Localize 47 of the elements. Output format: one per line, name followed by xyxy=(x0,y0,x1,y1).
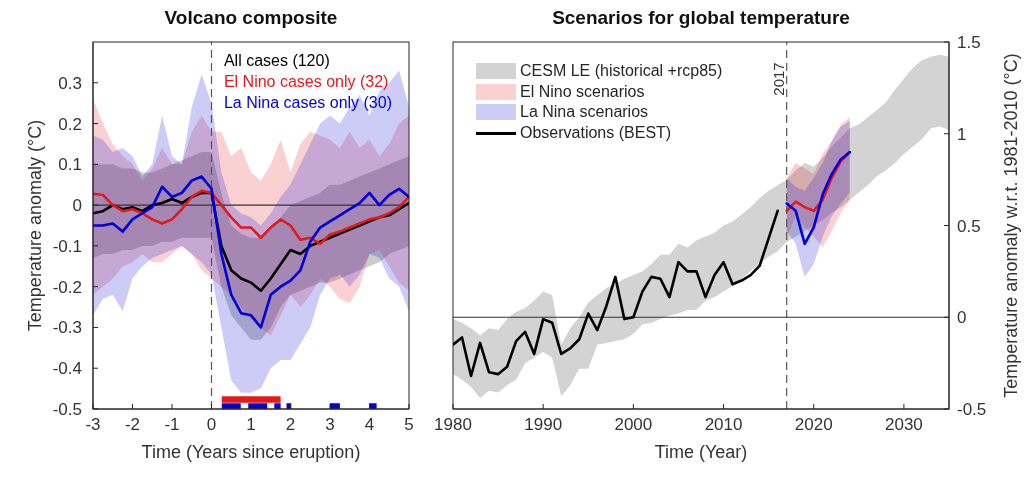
x-tick-label: 4 xyxy=(364,415,375,435)
y-axis-title: Temperature anomaly (°C) xyxy=(25,119,45,332)
legend-label: La Nina scenarios xyxy=(520,103,649,122)
text: All cases (120) xyxy=(223,51,330,70)
y-tick-label: -0.5 xyxy=(52,400,82,420)
y-tick-label: -0.3 xyxy=(52,318,82,338)
line-series xyxy=(93,175,409,329)
x-tick-label: 5 xyxy=(404,415,414,435)
x-axis-title: Time (Years since eruption) xyxy=(141,442,361,462)
y-tick-label: -0.4 xyxy=(52,359,82,379)
y2-tick-label: -0.5 xyxy=(957,400,987,420)
x-tick-label: 3 xyxy=(325,415,335,435)
legend-label: Observations (BEST) xyxy=(520,124,672,143)
legend-label: El Nino scenarios xyxy=(520,82,645,101)
legend-label: CESM LE (historical +rcp85) xyxy=(520,62,723,81)
text: El Nino cases only (32) xyxy=(223,72,389,91)
y2-axis-title: Temperature anomaly w.r.t. 1981-2010 (°C) xyxy=(1001,53,1021,398)
x-tick-label: 2 xyxy=(285,415,296,435)
y2-tick-label: 0.5 xyxy=(957,216,981,236)
y-tick-label: 0.3 xyxy=(58,73,82,93)
x-tick-label: -3 xyxy=(85,415,101,435)
line-series xyxy=(453,209,779,378)
x-tick-label: -2 xyxy=(124,415,141,435)
y-tick-label: -0.1 xyxy=(52,236,82,256)
x-tick-label: 2030 xyxy=(885,415,923,435)
x-tick-label: 1990 xyxy=(524,415,563,435)
y-tick-label: 0.1 xyxy=(58,155,82,175)
x-axis-title: Time (Year) xyxy=(654,442,748,462)
y2-tick-label: 1 xyxy=(957,124,967,144)
y2-tick-label: 0 xyxy=(957,308,967,328)
y-tick-label: 0 xyxy=(72,196,82,216)
x-tick-label: -1 xyxy=(164,415,180,435)
ref-line-label: 2017 xyxy=(769,62,787,96)
x-tick-label: 2020 xyxy=(794,415,833,435)
line-series xyxy=(785,150,852,246)
chart-title: Volcano composite xyxy=(164,7,338,28)
y-tick-label: 0.2 xyxy=(58,114,82,134)
x-tick-label: 0 xyxy=(206,415,217,435)
x-tick-label: 1980 xyxy=(434,415,472,435)
x-tick-label: 2000 xyxy=(614,415,653,435)
x-tick-label: 1 xyxy=(246,415,256,435)
text: La Nina cases only (30) xyxy=(223,93,392,112)
line-series xyxy=(93,189,409,246)
chart-title: Scenarios for global temperature xyxy=(552,7,850,28)
y-tick-label: -0.2 xyxy=(52,277,82,297)
x-tick-label: 2010 xyxy=(704,415,743,435)
y2-tick-label: 1.5 xyxy=(957,33,981,53)
